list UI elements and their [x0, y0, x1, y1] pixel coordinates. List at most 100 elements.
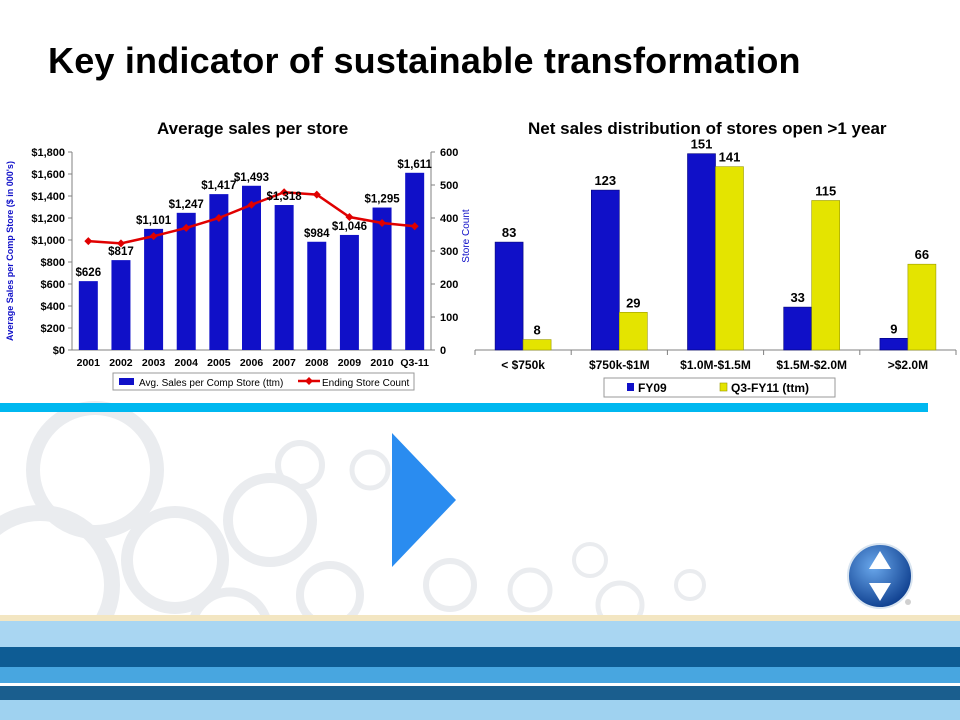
- legend-label-fy09: FY09: [638, 381, 667, 395]
- y-tick-label: $200: [41, 323, 65, 335]
- bar: [209, 194, 229, 350]
- data-label: $1,493: [234, 172, 269, 184]
- data-label: 83: [502, 225, 516, 240]
- logo-icon: [847, 543, 913, 609]
- bar: [879, 337, 909, 351]
- chart2-legend: FY09 Q3-FY11 (ttm): [603, 377, 836, 398]
- store-count-point: [410, 222, 419, 231]
- y2-tick-label: 0: [440, 345, 446, 357]
- y-axis-label: Average Sales per Comp Store ($ in 000's…: [5, 161, 15, 341]
- x-tick-label: $1.0M-$1.5M: [680, 358, 751, 372]
- legend-box: [112, 372, 415, 391]
- legend-box: [603, 377, 836, 398]
- bar: [590, 189, 620, 351]
- bar: [811, 200, 841, 351]
- bar: [715, 166, 744, 351]
- bar: [242, 185, 261, 350]
- y2-tick-label: 300: [440, 246, 458, 258]
- bar: [687, 153, 716, 351]
- data-label: 115: [815, 184, 836, 199]
- y-tick-label: $1,200: [31, 213, 65, 225]
- data-label: $1,247: [169, 199, 204, 211]
- bar: [372, 207, 392, 350]
- x-tick-label: 2007: [272, 357, 296, 369]
- x-tick-label: Q3-11: [400, 357, 429, 369]
- y2-tick-label: 100: [440, 312, 458, 324]
- bar: [111, 260, 131, 350]
- data-label: $1,611: [397, 159, 432, 171]
- x-tick-label: 2001: [77, 357, 101, 369]
- data-label: 33: [790, 290, 804, 305]
- bar: [618, 311, 648, 351]
- store-count-point: [149, 232, 158, 241]
- bar: [339, 234, 359, 350]
- data-label: 9: [890, 321, 897, 336]
- y2-tick-label: 200: [440, 279, 458, 291]
- play-arrow-icon: [392, 433, 456, 567]
- x-tick-label: 2006: [240, 357, 264, 369]
- y2-axis-label: Store Count: [461, 209, 472, 263]
- legend-swatch-bars: [119, 378, 134, 385]
- store-count-point: [345, 213, 354, 222]
- x-tick-label: 2010: [370, 357, 394, 369]
- y2-tick-label: 400: [440, 213, 458, 225]
- data-label: 8: [533, 323, 540, 338]
- bar: [307, 241, 327, 350]
- x-tick-label: < $750k: [501, 358, 545, 372]
- store-count-point: [280, 188, 289, 197]
- chart2-title: Net sales distribution of stores open >1…: [528, 119, 887, 138]
- bar: [144, 228, 164, 350]
- bar: [494, 241, 524, 351]
- data-label: $626: [76, 267, 102, 279]
- bottom-stripes: [0, 615, 960, 720]
- bar: [274, 205, 294, 350]
- data-label: $1,101: [136, 215, 172, 227]
- chart1-legend: Avg. Sales per Comp Store (ttm) Ending St…: [112, 372, 415, 391]
- slide-title: Key indicator of sustainable transformat…: [48, 40, 801, 81]
- bar: [522, 339, 552, 351]
- x-tick-label: 2005: [207, 357, 231, 369]
- data-label: $1,046: [332, 221, 367, 233]
- y-tick-label: $800: [41, 257, 65, 269]
- store-count-point: [182, 223, 191, 232]
- x-tick-label: 2002: [109, 357, 133, 369]
- y2-tick-label: 500: [440, 180, 458, 192]
- x-tick-label: >$2.0M: [888, 358, 928, 372]
- data-label: 151: [691, 137, 713, 152]
- legend-label-q3fy11: Q3-FY11 (ttm): [731, 381, 809, 395]
- x-tick-label: $750k-$1M: [589, 358, 650, 372]
- y-tick-label: $1,600: [31, 169, 65, 181]
- y-tick-label: $0: [53, 345, 65, 357]
- chart1-title: Average sales per store: [157, 119, 349, 138]
- store-count-point: [312, 190, 321, 199]
- data-label: $817: [108, 246, 134, 258]
- accent-divider: [0, 403, 928, 412]
- bar: [78, 281, 98, 350]
- data-label: $984: [304, 228, 330, 240]
- data-label: 141: [719, 150, 741, 165]
- data-label: $1,318: [267, 191, 303, 203]
- store-count-point: [116, 239, 125, 248]
- data-label: 123: [594, 173, 616, 188]
- y-tick-label: $400: [41, 301, 65, 313]
- legend-swatch-marker: [305, 377, 313, 385]
- x-tick-label: 2008: [305, 357, 329, 369]
- x-tick-label: $1.5M-$2.0M: [776, 358, 847, 372]
- store-count-point: [378, 218, 387, 227]
- x-tick-label: 2003: [142, 357, 166, 369]
- bar: [783, 306, 813, 351]
- bar: [176, 212, 196, 350]
- data-label: $1,295: [364, 194, 400, 206]
- store-count-point: [247, 200, 256, 209]
- legend-swatch-q3fy11: [719, 382, 728, 392]
- bar: [907, 263, 937, 351]
- y2-tick-label: 600: [440, 147, 458, 159]
- data-label: 66: [915, 247, 929, 262]
- legend-label-line: Ending Store Count: [322, 378, 410, 389]
- bar: [405, 172, 425, 350]
- y-tick-label: $1,000: [31, 235, 65, 247]
- data-label: $1,417: [201, 180, 236, 192]
